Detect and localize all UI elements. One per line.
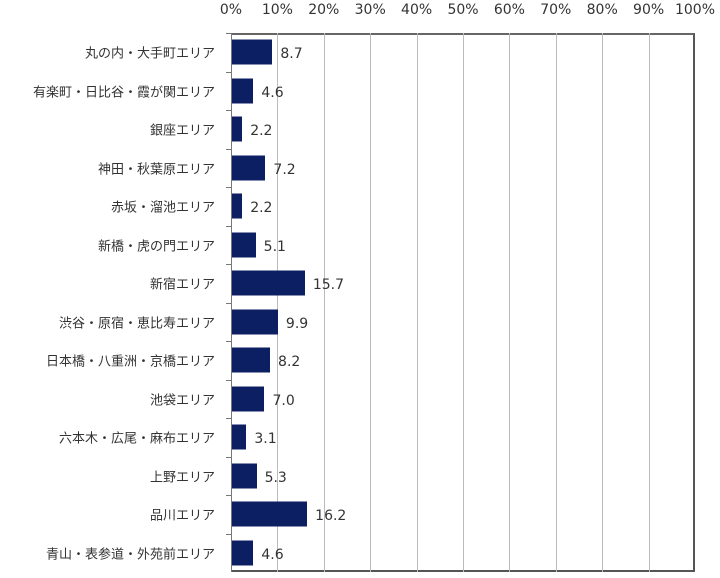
x-tick-label: 40% [401, 2, 433, 18]
x-tick-label: 90% [633, 2, 665, 18]
gridline [370, 33, 372, 572]
category-label: 銀座エリア [149, 123, 215, 139]
bar [232, 386, 265, 412]
category-label: 品川エリア [149, 508, 215, 524]
y-tick-mark [226, 187, 231, 188]
x-tick-label: 10% [261, 2, 293, 18]
gridline [463, 33, 464, 572]
value-label: 5.1 [263, 238, 286, 255]
bar [232, 78, 254, 104]
bar [232, 270, 305, 296]
gridline [323, 33, 325, 572]
y-tick-mark [226, 341, 231, 342]
y-tick-mark [226, 379, 231, 381]
y-tick-mark [226, 71, 231, 73]
x-tick-label: 100% [674, 2, 716, 18]
category-label: 池袋エリア [149, 393, 215, 409]
category-label: 青山・表参道・外苑前エリア [45, 547, 215, 563]
y-tick-mark [226, 533, 231, 535]
bar [232, 309, 278, 335]
x-tick-label: 70% [540, 2, 572, 18]
gridline [602, 33, 604, 572]
category-label: 六本木・広尾・麻布エリア [58, 431, 215, 447]
gridline [277, 33, 279, 572]
x-tick-label: 30% [354, 2, 386, 18]
category-label: 日本橋・八重洲・京橋エリア [45, 354, 215, 370]
value-label: 15.7 [312, 277, 345, 294]
value-label: 4.6 [261, 546, 284, 563]
x-tick-label: 0% [219, 2, 243, 18]
y-tick-mark [226, 456, 231, 458]
y-axis-line [231, 33, 232, 572]
bar [232, 347, 271, 373]
bar [232, 232, 256, 258]
category-label: 渋谷・原宿・恵比寿エリア [58, 316, 215, 332]
value-label: 7.0 [272, 392, 295, 409]
category-label: 上野エリア [149, 470, 215, 486]
x-tick-label: 50% [447, 2, 479, 18]
value-label: 3.1 [254, 431, 277, 448]
y-tick-mark [226, 110, 231, 111]
y-tick-mark [226, 418, 231, 419]
value-label: 8.7 [280, 46, 303, 63]
bar [232, 463, 257, 489]
gridline [416, 33, 418, 572]
value-label: 4.6 [261, 84, 284, 101]
bar [232, 193, 243, 219]
category-label: 赤坂・溜池エリア [110, 200, 215, 216]
gridline [555, 33, 557, 572]
bar [232, 501, 308, 527]
x-tick-label: 20% [308, 2, 340, 18]
y-tick-mark [226, 495, 231, 496]
bar [232, 39, 273, 65]
y-tick-mark [226, 225, 231, 227]
gridline [509, 33, 511, 572]
x-tick-label: 60% [493, 2, 525, 18]
category-label: 新宿エリア [149, 277, 215, 293]
bar [232, 155, 266, 181]
value-label: 7.2 [273, 161, 296, 178]
value-label: 2.2 [250, 123, 273, 140]
bar [232, 540, 254, 566]
y-tick-mark [226, 33, 231, 34]
y-tick-mark [226, 264, 231, 265]
y-tick-mark [226, 302, 231, 304]
category-label: 新橋・虎の門エリア [97, 239, 215, 255]
category-label: 神田・秋葉原エリア [97, 162, 215, 178]
value-label: 5.3 [264, 469, 287, 486]
category-label: 丸の内・大手町エリア [84, 46, 215, 62]
value-label: 9.9 [285, 315, 309, 332]
value-label: 16.2 [315, 508, 347, 525]
y-tick-mark [226, 148, 231, 150]
value-label: 2.2 [250, 200, 273, 217]
bar [232, 424, 247, 450]
bar [232, 116, 243, 142]
x-tick-label: 80% [586, 2, 618, 18]
category-label: 有楽町・日比谷・霞が関エリア [32, 85, 215, 101]
gridline [648, 33, 650, 572]
value-label: 8.2 [278, 354, 301, 371]
